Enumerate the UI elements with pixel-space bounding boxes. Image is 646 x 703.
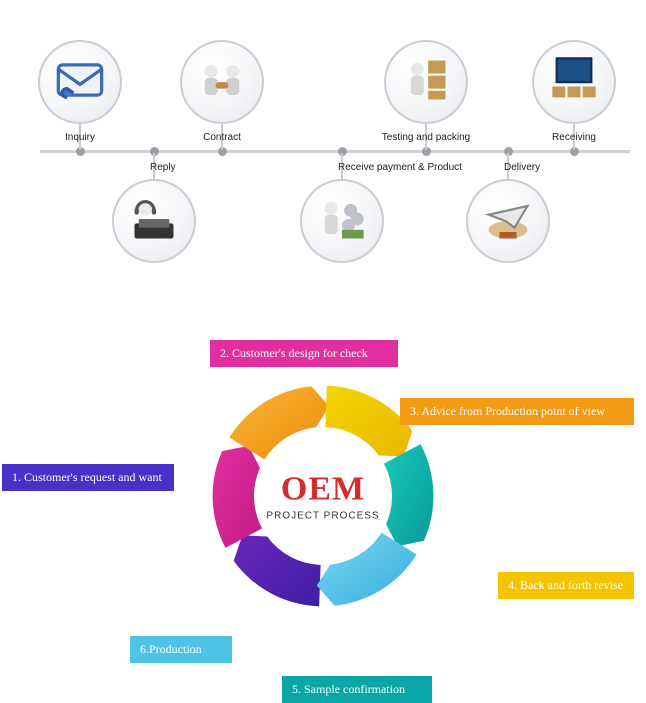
- timeline-node-receiving: [532, 40, 616, 124]
- oem-step-2: 2. Customer's design for check: [210, 340, 398, 367]
- order-timeline: InquiryContractTesting and packingReceiv…: [0, 0, 646, 310]
- oem-step-5: 5. Sample confirmation: [282, 676, 432, 703]
- plane-icon: [482, 193, 534, 250]
- wheel-center: OEM PROJECT PROCESS: [266, 471, 379, 522]
- timeline-node-payment: [300, 179, 384, 263]
- timeline-node-delivery: [466, 179, 550, 263]
- timeline-label-receiving: Receiving: [494, 132, 646, 143]
- timeline-node-reply: [112, 179, 196, 263]
- handshake-icon: [196, 54, 248, 111]
- timeline-label-payment: Receive payment & Product: [338, 162, 462, 173]
- timeline-label-reply: Reply: [150, 162, 176, 173]
- oem-step-4: 4. Back and forth revise: [498, 572, 634, 599]
- headset-icon: [128, 193, 180, 250]
- timeline-node-inquiry: [38, 40, 122, 124]
- timeline-node-testpack: [384, 40, 468, 124]
- oem-process-wheel: OEM PROJECT PROCESS 1. Customer's reques…: [0, 314, 646, 694]
- timeline-axis: [40, 150, 630, 153]
- container-icon: [548, 54, 600, 111]
- wheel-segment-5: [384, 445, 433, 547]
- wheel-segment-2: [213, 446, 262, 548]
- timeline-node-contract: [180, 40, 264, 124]
- wheel-segment-1: [234, 536, 321, 607]
- oem-step-1: 1. Customer's request and want: [2, 464, 174, 491]
- mail-icon: [54, 54, 106, 111]
- timeline-label-testpack: Testing and packing: [346, 132, 506, 143]
- timeline-label-inquiry: Inquiry: [0, 132, 160, 143]
- timeline-label-contract: Contract: [142, 132, 302, 143]
- timeline-label-delivery: Delivery: [504, 162, 540, 173]
- money-icon: [316, 193, 368, 250]
- oem-step-6: 6.Production: [130, 636, 232, 663]
- wheel-title: OEM: [266, 471, 379, 509]
- wheel-subtitle: PROJECT PROCESS: [266, 511, 379, 522]
- oem-step-3: 3. Advice from Production point of view: [400, 398, 634, 425]
- boxes-icon: [400, 54, 452, 111]
